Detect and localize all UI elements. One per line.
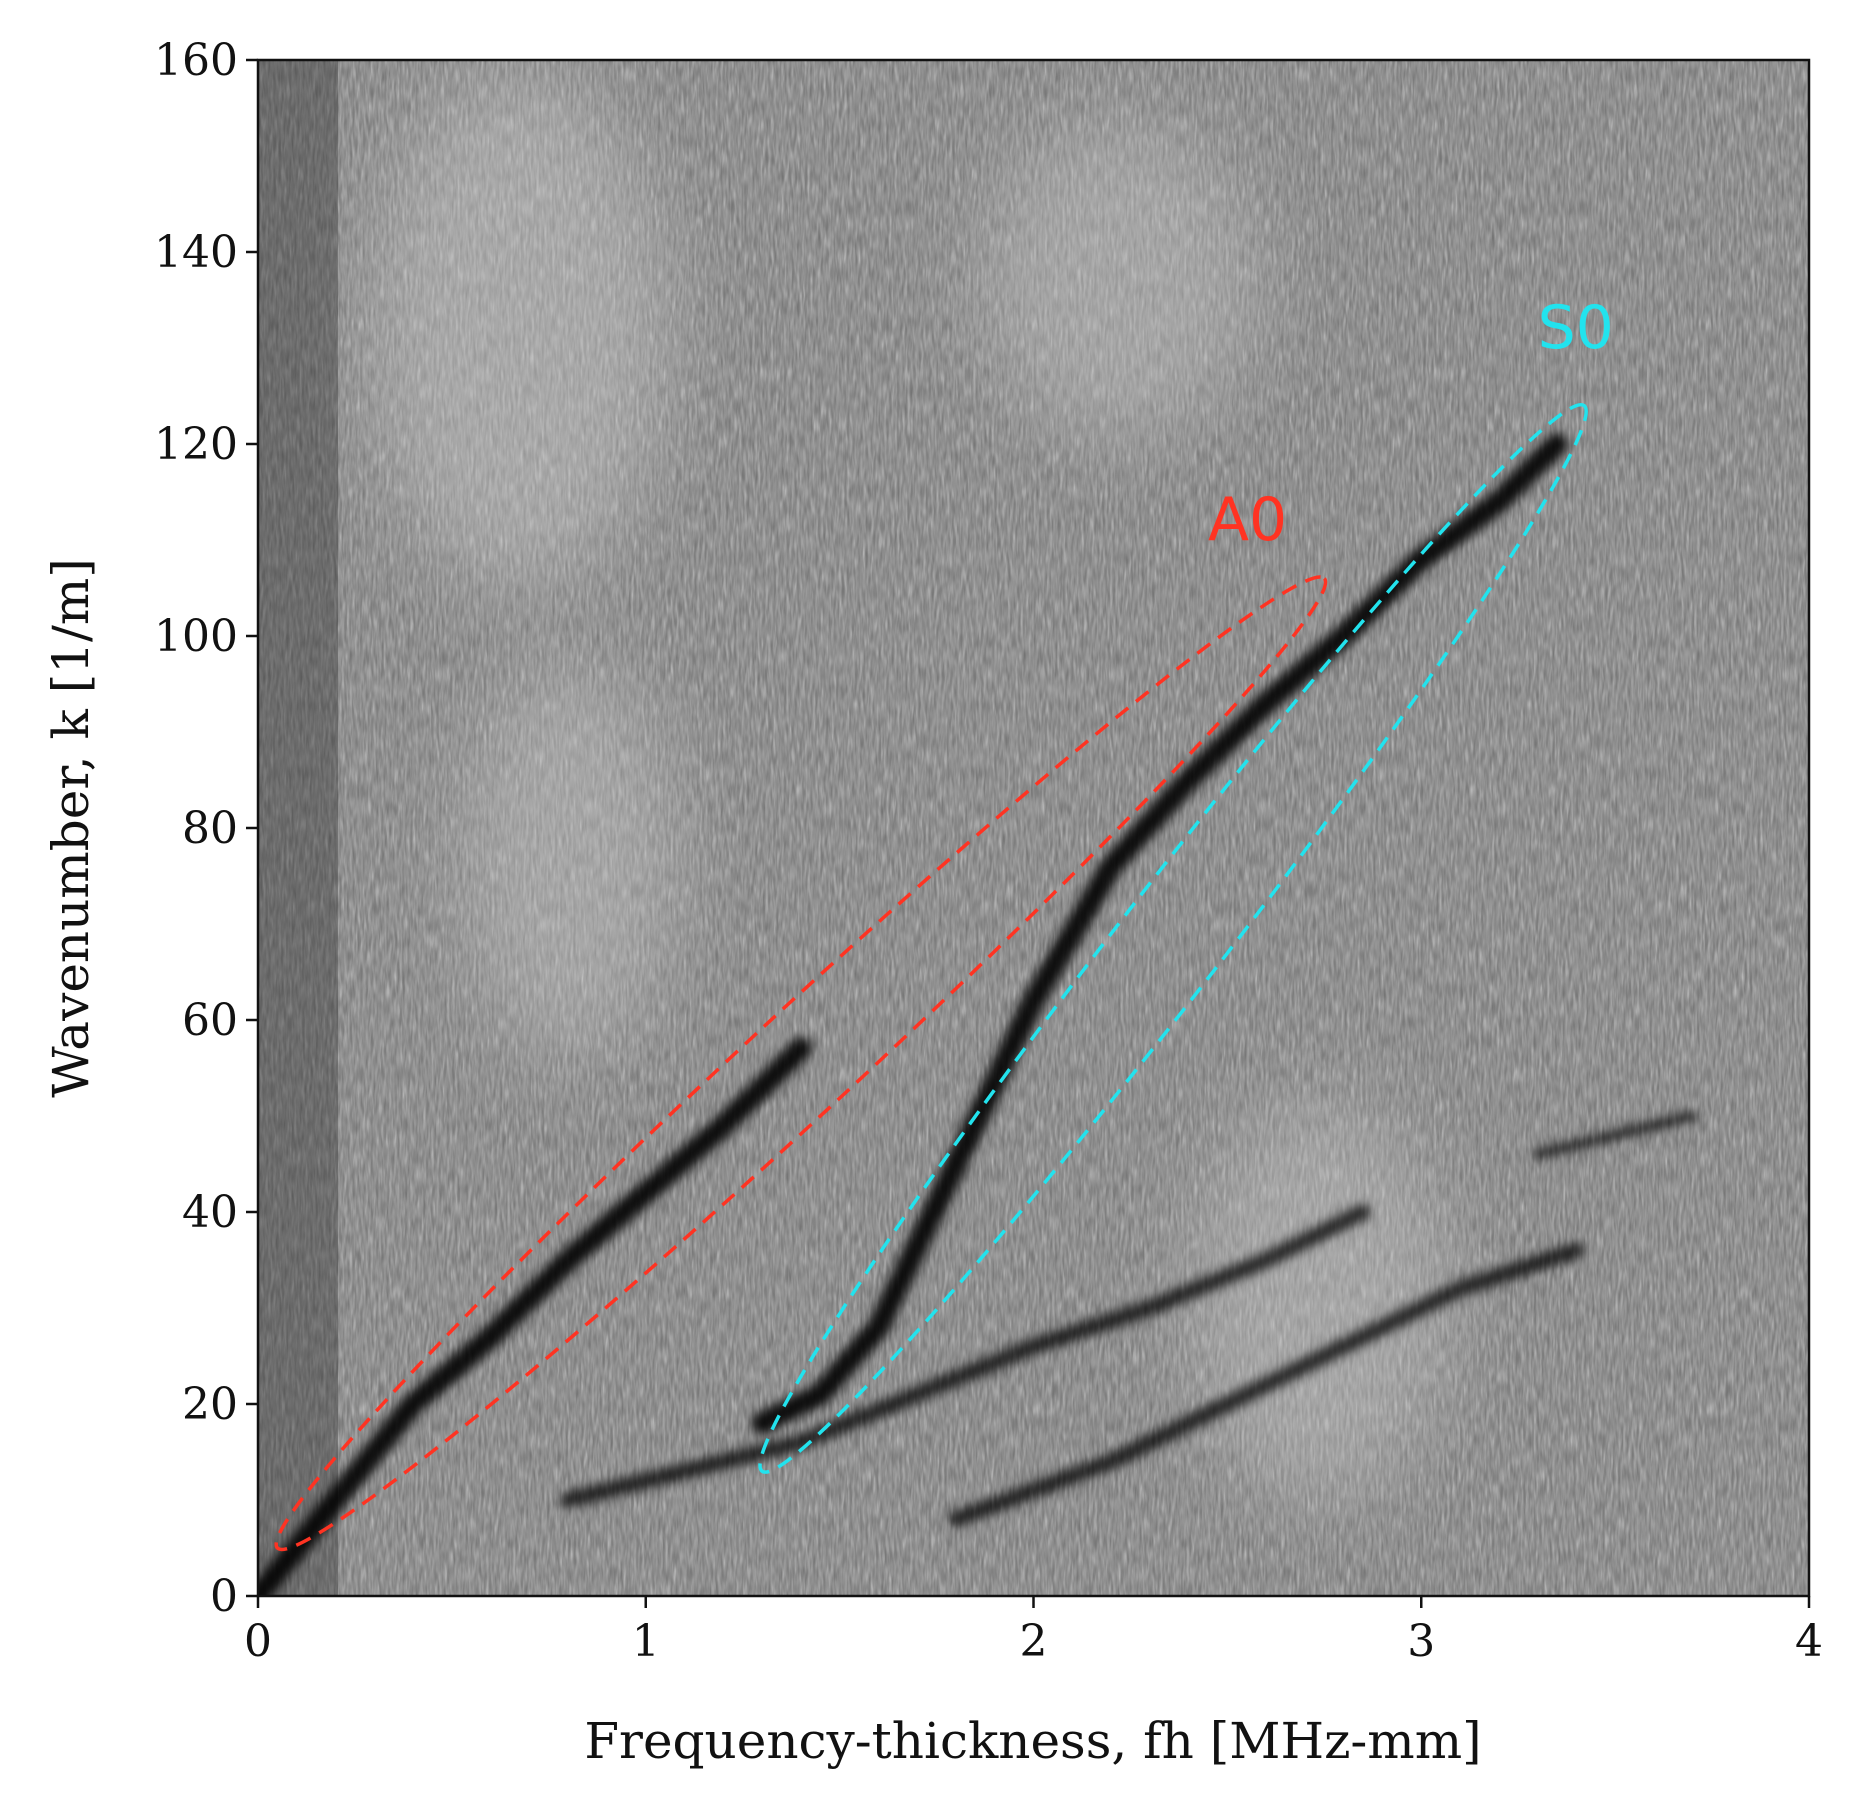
mode-label: S0 xyxy=(1538,293,1614,363)
ridge-line xyxy=(751,433,1568,1435)
y-axis-label: Wavenumber, k [1/m] xyxy=(42,558,100,1098)
x-axis-ticks: 0 1 2 3 4 xyxy=(244,1596,1823,1667)
x-tick-label: 3 xyxy=(1407,1616,1435,1667)
y-tick-label: 100 xyxy=(154,611,238,662)
x-tick-label: 2 xyxy=(1020,1616,1048,1667)
mode-labels: A0 S0 xyxy=(1208,293,1614,555)
ridge-line xyxy=(258,1037,812,1596)
x-tick-label: 0 xyxy=(244,1616,272,1667)
annotations-layer xyxy=(274,402,1588,1552)
ridge-line xyxy=(948,1242,1585,1528)
ridges-layer xyxy=(258,433,1698,1596)
y-tick-label: 20 xyxy=(182,1379,238,1430)
mode-ellipse xyxy=(758,402,1588,1474)
heatmap-bright-regions xyxy=(370,70,1450,1500)
mode-ellipse xyxy=(274,575,1328,1552)
y-tick-label: 0 xyxy=(210,1571,238,1622)
y-tick-label: 120 xyxy=(154,419,238,470)
x-axis-label: Frequency-thickness, fh [MHz-mm] xyxy=(584,1712,1481,1770)
plot-area xyxy=(258,60,1809,1596)
heatmap-left-dark xyxy=(258,60,338,1596)
x-tick-label: 1 xyxy=(632,1616,660,1667)
y-tick-label: 140 xyxy=(154,227,238,278)
x-tick-label: 4 xyxy=(1795,1616,1823,1667)
y-axis-ticks: 0 20 40 60 80 100 120 140 160 xyxy=(154,35,258,1622)
ridge-line xyxy=(1532,1111,1698,1160)
y-tick-label: 40 xyxy=(182,1187,238,1238)
y-tick-label: 60 xyxy=(182,995,238,1046)
ridge-line xyxy=(560,1204,1372,1508)
mode-label: A0 xyxy=(1208,485,1287,555)
y-tick-label: 160 xyxy=(154,35,238,86)
y-tick-label: 80 xyxy=(182,803,238,854)
